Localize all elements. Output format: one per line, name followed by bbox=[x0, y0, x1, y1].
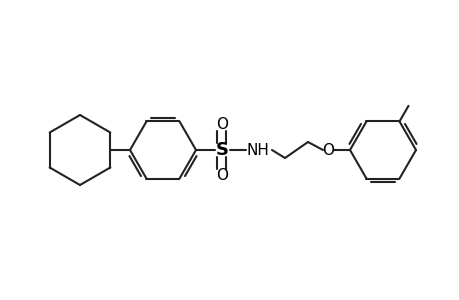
Text: S: S bbox=[215, 141, 228, 159]
Text: O: O bbox=[321, 142, 333, 158]
Text: O: O bbox=[216, 169, 228, 184]
Text: NH: NH bbox=[246, 142, 269, 158]
Text: O: O bbox=[216, 116, 228, 131]
